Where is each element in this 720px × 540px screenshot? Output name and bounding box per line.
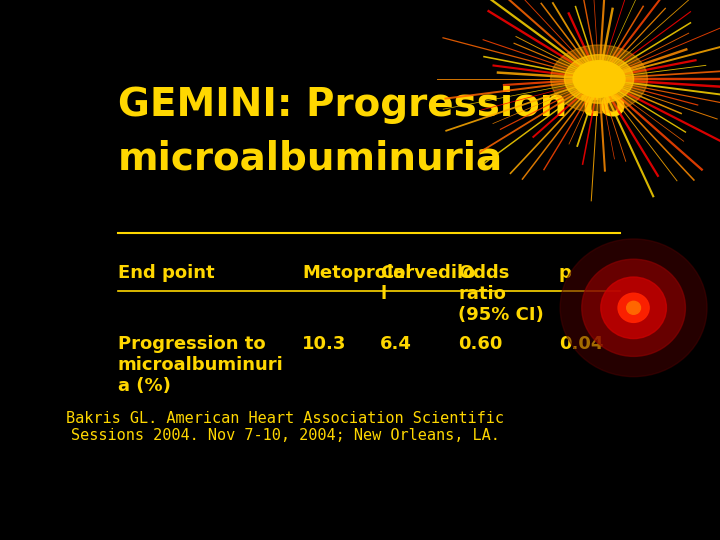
Text: Bakris GL. American Heart Association Scientific
Sessions 2004. Nov 7-10, 2004; : Bakris GL. American Heart Association Sc… — [66, 411, 504, 443]
Text: microalbuminuria: microalbuminuria — [118, 140, 503, 178]
Text: Progression to
microalbuminuri
a (%): Progression to microalbuminuri a (%) — [118, 335, 284, 395]
Text: 0.04: 0.04 — [559, 335, 603, 353]
Text: 0.60: 0.60 — [459, 335, 503, 353]
Circle shape — [551, 45, 647, 113]
Text: Carvedilo
l: Carvedilo l — [380, 265, 475, 303]
Text: Odds
ratio
(95% CI): Odds ratio (95% CI) — [459, 265, 544, 324]
Circle shape — [600, 277, 667, 339]
Text: p: p — [559, 265, 572, 282]
Circle shape — [573, 60, 625, 97]
Circle shape — [582, 259, 685, 356]
Text: Metoprolol: Metoprolol — [302, 265, 412, 282]
Circle shape — [626, 301, 641, 314]
Text: 6.4: 6.4 — [380, 335, 412, 353]
Circle shape — [564, 55, 634, 103]
Circle shape — [618, 293, 649, 322]
Text: 10.3: 10.3 — [302, 335, 346, 353]
Text: GEMINI: Progression to: GEMINI: Progression to — [118, 85, 626, 124]
Text: End point: End point — [118, 265, 215, 282]
Circle shape — [560, 239, 707, 377]
